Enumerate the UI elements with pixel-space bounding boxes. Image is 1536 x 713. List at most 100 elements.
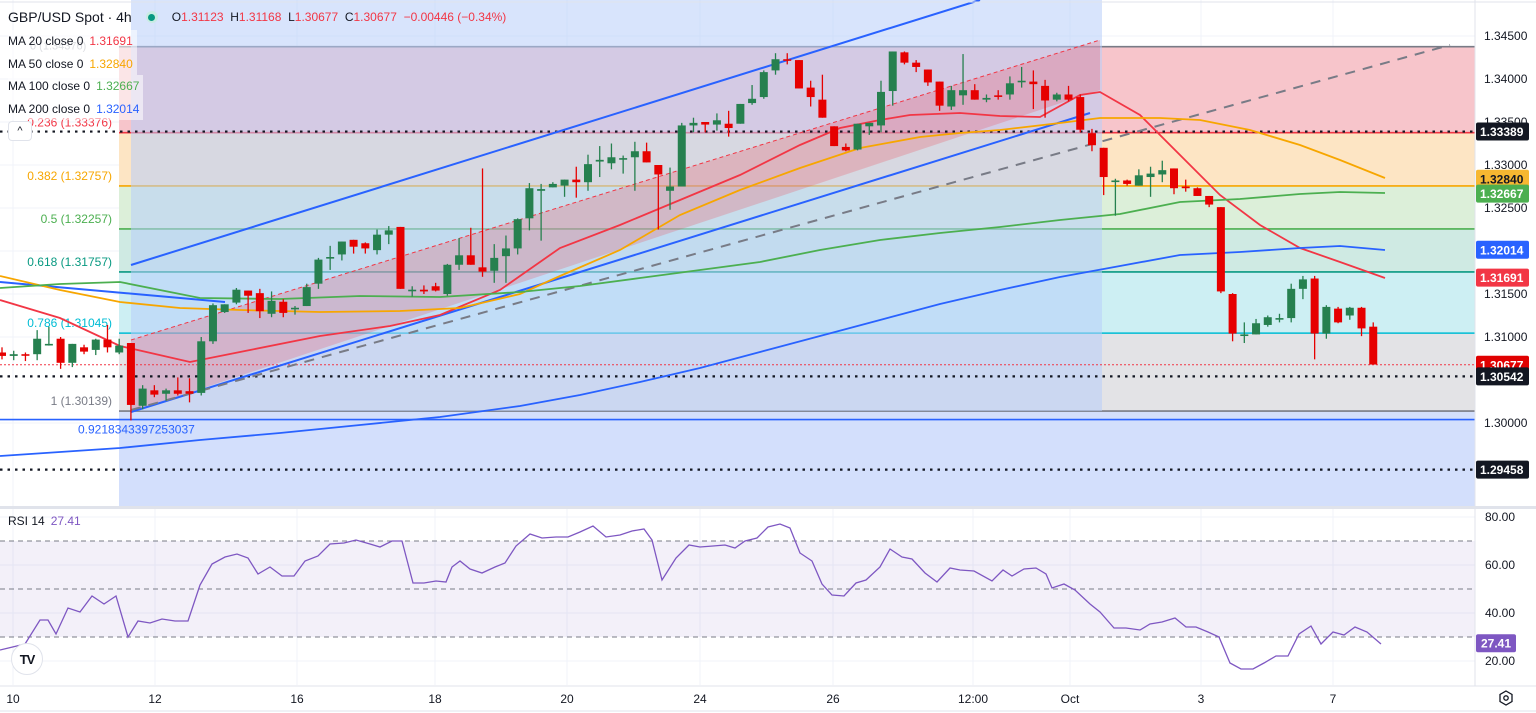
market-status-icon[interactable] bbox=[145, 11, 158, 23]
high-value: 1.31168 bbox=[238, 10, 282, 24]
candle-body bbox=[1170, 168, 1178, 189]
candle-body bbox=[185, 391, 194, 394]
candle-body bbox=[1158, 170, 1167, 175]
price-axis-tick: 1.32500 bbox=[1484, 201, 1528, 215]
candle-body bbox=[595, 159, 604, 162]
candle-body bbox=[173, 390, 182, 394]
candle-body bbox=[607, 157, 616, 164]
candle-body bbox=[126, 343, 135, 405]
candle-body bbox=[431, 286, 440, 291]
indicator-legend: MA 20 close 0 1.31691 MA 50 close 0 1.3284… bbox=[8, 30, 144, 120]
candle-body bbox=[736, 103, 745, 124]
rsi-axis-tick: 40.00 bbox=[1485, 606, 1515, 620]
indicator-ma20[interactable]: MA 20 close 0 1.31691 bbox=[8, 30, 137, 53]
candle-body bbox=[783, 59, 792, 61]
candle-body bbox=[1087, 133, 1096, 146]
candle-body bbox=[1252, 323, 1261, 335]
chevron-up-icon: ^ bbox=[17, 125, 23, 137]
candle-body bbox=[830, 126, 839, 147]
candle-body bbox=[537, 189, 546, 191]
collapse-legend-button[interactable]: ^ bbox=[8, 121, 32, 141]
trend-line[interactable] bbox=[130, 39, 1101, 341]
candle-body bbox=[501, 248, 510, 257]
candle-body bbox=[56, 338, 65, 363]
price-label-value: 1.32014 bbox=[1480, 243, 1524, 257]
fib-label: 0.5 (1.32257) bbox=[41, 212, 112, 226]
candle-body bbox=[1193, 188, 1202, 196]
price-axis-tick: 1.34500 bbox=[1484, 29, 1528, 43]
candle-body bbox=[21, 354, 30, 356]
rsi-axis-tick: 60.00 bbox=[1485, 558, 1515, 572]
rsi-axis-tick: 20.00 bbox=[1485, 654, 1515, 668]
candle-body bbox=[80, 347, 89, 352]
tradingview-logo[interactable]: TV bbox=[11, 643, 43, 675]
price-pane[interactable]: 0 (1.34376)0.236 (1.33376)0.382 (1.32757… bbox=[0, 0, 1475, 506]
price-label-value: 1.29458 bbox=[1480, 463, 1524, 477]
candle-body bbox=[1287, 288, 1296, 319]
fib-label: 0.618 (1.31757) bbox=[27, 255, 112, 269]
time-axis[interactable]: 10 12 16 18 20 24 26 12:00 Oct 3 7 bbox=[0, 685, 1536, 712]
candle-body bbox=[1205, 195, 1214, 205]
candle-body bbox=[302, 287, 311, 307]
candle-body bbox=[314, 259, 323, 284]
price-label-tag bbox=[1476, 184, 1529, 203]
candle-body bbox=[677, 125, 686, 187]
candle-body bbox=[384, 230, 393, 235]
candle-body bbox=[923, 69, 932, 83]
candle-body bbox=[1240, 334, 1249, 337]
time-axis-tick: 18 bbox=[428, 692, 442, 706]
candle-body bbox=[1017, 80, 1026, 83]
candle-body bbox=[560, 179, 569, 186]
candle-body bbox=[525, 188, 534, 219]
candle-body bbox=[1099, 147, 1108, 178]
candle-body bbox=[443, 264, 452, 294]
candle-body bbox=[947, 90, 956, 107]
price-label-tag bbox=[1476, 460, 1529, 479]
channel-fill bbox=[131, 0, 1102, 412]
rsi-line bbox=[0, 523, 1382, 670]
price-axis-tick: 1.30000 bbox=[1484, 416, 1528, 430]
candle-body bbox=[220, 304, 229, 313]
candle-body bbox=[771, 59, 780, 71]
candle-body bbox=[877, 91, 885, 126]
candle-body bbox=[724, 123, 733, 129]
candle-body bbox=[818, 99, 827, 118]
candle-body bbox=[689, 122, 698, 126]
indicator-ma100[interactable]: MA 100 close 0 1.32667 bbox=[8, 75, 144, 98]
candle-body bbox=[138, 388, 147, 406]
candle-body bbox=[349, 239, 358, 247]
price-label-value: 1.31691 bbox=[1480, 271, 1524, 285]
candle-body bbox=[373, 234, 382, 251]
change-value: −0.00446 (−0.34%) bbox=[403, 10, 507, 24]
candle-body bbox=[68, 343, 77, 363]
indicator-ma50[interactable]: MA 50 close 0 1.32840 bbox=[8, 52, 137, 75]
moving-average-line bbox=[0, 245, 1386, 457]
time-axis-tick: 12:00 bbox=[958, 692, 988, 706]
candle-body bbox=[9, 354, 18, 356]
rsi-legend[interactable]: RSI 14 27.41 bbox=[8, 514, 81, 528]
time-axis-tick: 3 bbox=[1198, 692, 1205, 706]
time-axis-tick: 20 bbox=[560, 692, 574, 706]
pane-separator[interactable] bbox=[0, 506, 1536, 509]
candle-body bbox=[1263, 317, 1272, 325]
price-axis-tick: 1.31000 bbox=[1484, 330, 1528, 344]
indicator-ma200[interactable]: MA 200 close 0 1.32014 bbox=[8, 97, 144, 120]
candle-body bbox=[888, 51, 897, 92]
symbol-title[interactable]: GBP/USD Spot · 4h bbox=[8, 9, 132, 25]
candle-body bbox=[255, 293, 264, 312]
trend-line[interactable] bbox=[130, 44, 1451, 411]
settings-gear-icon[interactable] bbox=[1497, 689, 1515, 707]
time-axis-tick: 26 bbox=[826, 692, 840, 706]
rsi-axis[interactable]: 80.00 60.00 40.00 20.00 27.41 bbox=[1476, 510, 1516, 668]
trend-line[interactable] bbox=[130, 112, 1091, 413]
candle-body bbox=[1216, 207, 1225, 292]
time-axis-tick: 10 bbox=[6, 692, 20, 706]
candle-body bbox=[619, 158, 628, 160]
price-axis[interactable]: 1.345001.340001.335001.330001.325001.320… bbox=[1475, 0, 1536, 506]
candle-body bbox=[572, 179, 581, 183]
candle-body bbox=[408, 289, 417, 292]
rsi-pane[interactable] bbox=[0, 509, 1475, 685]
trend-line[interactable] bbox=[130, 0, 981, 266]
candle-body bbox=[1076, 97, 1085, 130]
